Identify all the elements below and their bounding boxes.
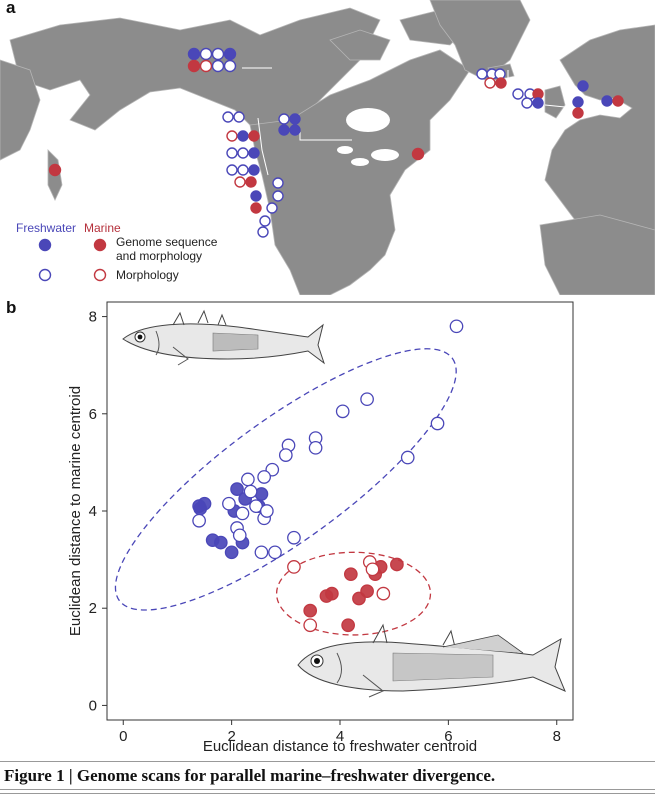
panel-a-letter: a	[6, 0, 16, 17]
y-tick-label: 8	[89, 309, 97, 326]
y-axis-title: Euclidean distance to marine centroid	[67, 386, 84, 636]
marine-genome-point	[341, 618, 355, 633]
marine-genome-point	[319, 589, 334, 603]
legend-genome-label-line1: Genome sequence	[116, 235, 218, 249]
y-tick-label: 0	[89, 697, 97, 714]
marine-stickleback-fish-drawing	[122, 309, 325, 366]
freshwater-morphology-point	[430, 416, 445, 431]
marine-morphology-point	[287, 560, 301, 574]
x-tick-label: 6	[444, 728, 452, 745]
figure-caption: Figure 1 | Genome scans for parallel mar…	[4, 766, 496, 785]
freshwater-morphology-point	[254, 545, 269, 560]
freshwater-morphology-point	[360, 392, 374, 407]
y-tick-label: 2	[89, 600, 97, 617]
panel-b-letter: b	[6, 298, 17, 317]
caption-rule-top	[0, 761, 655, 762]
marine-open-marker	[93, 268, 107, 282]
freshwater-morphology-point	[241, 472, 255, 487]
freshwater-open-marker	[38, 268, 52, 282]
marine-filled-marker	[93, 238, 107, 252]
freshwater-morphology-point	[235, 506, 250, 521]
freshwater-morphology-point	[335, 404, 350, 419]
freshwater-genome-point	[192, 499, 206, 513]
marine-genome-point	[303, 603, 318, 618]
caption-rule-bottom	[0, 789, 655, 794]
freshwater-stickleback-fish-drawing	[297, 623, 566, 698]
x-tick-label: 0	[119, 728, 127, 745]
legend-freshwater-header: Freshwater	[16, 221, 77, 235]
marine-morphology-point	[303, 618, 318, 633]
freshwater-morphology-point	[400, 450, 415, 465]
freshwater-filled-marker	[38, 238, 52, 252]
freshwater-morphology-point	[308, 440, 323, 455]
y-tick-label: 4	[89, 503, 97, 520]
freshwater-morphology-point	[278, 448, 293, 462]
x-tick-label: 8	[553, 728, 561, 745]
freshwater-morphology-point	[257, 470, 271, 484]
legend-genome-label-line2: and morphology	[116, 249, 203, 263]
freshwater-morphology-point	[232, 528, 247, 543]
freshwater-morphology-point	[222, 496, 236, 511]
x-tick-label: 4	[336, 728, 344, 745]
freshwater-morphology-point	[192, 513, 206, 528]
x-axis-title: Euclidean distance to freshwater centroi…	[203, 738, 477, 755]
freshwater-ellipse	[114, 348, 457, 611]
freshwater-morphology-point	[449, 319, 464, 334]
freshwater-morphology-point	[268, 545, 282, 560]
marine-genome-point	[390, 557, 404, 572]
x-tick-label: 2	[227, 728, 235, 745]
y-tick-label: 6	[89, 406, 97, 423]
freshwater-genome-point	[230, 482, 244, 496]
scatter-plot: 0 2 4 6 8 0 2 4 6 8 Euclidean distance to freshwa…	[67, 301, 574, 755]
marine-genome-point	[352, 591, 366, 606]
freshwater-morphology-point	[243, 484, 258, 499]
marine-genome-point	[343, 567, 358, 582]
marine-morphology-point	[365, 562, 380, 577]
marine-morphology-point	[376, 586, 391, 601]
world-map-illustration	[0, 0, 655, 295]
legend-morphology-label: Morphology	[116, 268, 179, 282]
legend-marine-header: Marine	[84, 221, 121, 235]
freshwater-genome-point	[205, 533, 220, 548]
freshwater-morphology-point	[259, 504, 274, 518]
freshwater-morphology-point	[287, 530, 301, 545]
freshwater-genome-point	[224, 545, 239, 560]
